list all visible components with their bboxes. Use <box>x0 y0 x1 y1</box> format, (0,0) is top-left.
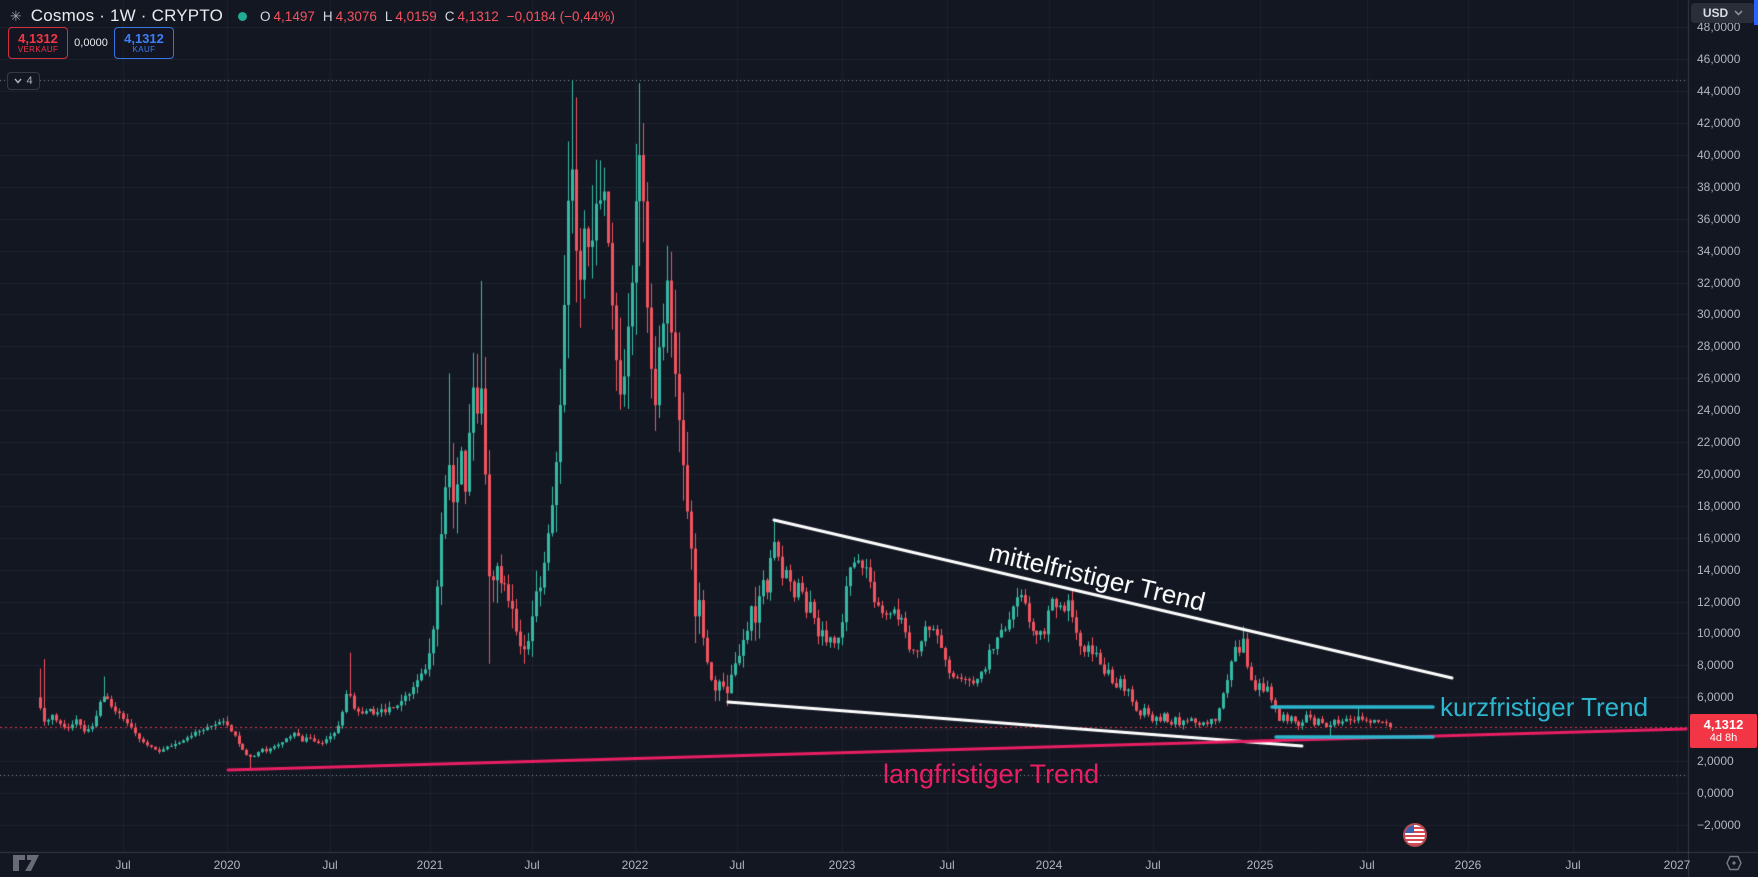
price-tick[interactable]: 20,0000 <box>1697 466 1741 481</box>
price-tick[interactable]: 8,0000 <box>1697 658 1734 673</box>
chevron-down-icon <box>1734 10 1743 16</box>
close-label: C <box>444 8 455 24</box>
time-tick[interactable]: Jul <box>1565 858 1581 872</box>
right-panel-edge[interactable] <box>1754 0 1758 25</box>
high-value: 4,3076 <box>335 8 377 24</box>
price-tick[interactable]: 12,0000 <box>1697 594 1741 609</box>
price-tick[interactable]: 14,0000 <box>1697 562 1741 577</box>
price-tick[interactable]: 16,0000 <box>1697 530 1741 545</box>
current-price-value: 4,1312 <box>1703 716 1744 732</box>
open-label: O <box>260 8 271 24</box>
cosmos-logo-icon: ✳ <box>10 7 22 24</box>
time-tick[interactable]: Jul <box>115 858 131 872</box>
time-tick[interactable]: 2021 <box>416 858 444 872</box>
annotation-short-trend[interactable]: kurzfristiger Trend <box>1440 692 1649 722</box>
price-tick[interactable]: 2,0000 <box>1697 754 1734 769</box>
price-tick[interactable]: 26,0000 <box>1697 371 1741 386</box>
high-label: H <box>322 8 333 24</box>
price-tick[interactable]: 30,0000 <box>1697 307 1741 322</box>
currency-label: USD <box>1702 6 1729 20</box>
sell-button[interactable]: 4,1312 VERKAUF <box>8 27 68 59</box>
time-tick[interactable]: 2024 <box>1035 858 1063 872</box>
symbol-title[interactable]: Cosmos · 1W · CRYPTO <box>30 6 224 25</box>
tradingview-logo[interactable] <box>12 853 42 873</box>
price-tick[interactable]: 28,0000 <box>1697 339 1741 354</box>
sell-price: 4,1312 <box>18 30 58 46</box>
price-tick[interactable]: 46,0000 <box>1697 52 1741 67</box>
buy-price: 4,1312 <box>124 30 164 46</box>
price-tick[interactable]: 36,0000 <box>1697 211 1741 226</box>
price-tick[interactable]: 42,0000 <box>1697 115 1741 130</box>
time-tick[interactable]: 2027 <box>1663 858 1691 872</box>
price-tick[interactable]: 6,0000 <box>1697 690 1734 705</box>
time-tick[interactable]: 2023 <box>828 858 856 872</box>
symbol-legend[interactable]: ✳ Cosmos · 1W · CRYPTO O 4,1497 H 4,3076… <box>10 5 615 27</box>
annotation-long-trend[interactable]: langfristiger Trend <box>883 759 1100 789</box>
axis-settings-icon[interactable] <box>1724 853 1744 873</box>
time-tick[interactable]: Jul <box>322 858 338 872</box>
trade-panel: 4,1312 VERKAUF 0,0000 4,1312 KAUF <box>8 27 174 59</box>
currency-dropdown[interactable]: USD <box>1691 3 1755 23</box>
sell-label: VERKAUF <box>17 44 59 54</box>
price-tick[interactable]: 22,0000 <box>1697 435 1741 450</box>
price-tick[interactable]: 48,0000 <box>1697 20 1741 35</box>
time-tick[interactable]: Jul <box>729 858 745 872</box>
chevron-down-icon <box>14 78 22 84</box>
market-status-icon[interactable] <box>238 11 248 21</box>
time-tick[interactable]: 2025 <box>1246 858 1274 872</box>
price-tick[interactable]: 44,0000 <box>1697 84 1741 99</box>
us-flag-event-icon[interactable] <box>1403 823 1427 847</box>
spread-value: 0,0000 <box>74 37 108 49</box>
time-tick[interactable]: Jul <box>1359 858 1375 872</box>
price-tick[interactable]: 18,0000 <box>1697 498 1741 513</box>
ohlc-values: O 4,1497 H 4,3076 L 4,0159 C 4,1312 −0,0… <box>260 9 615 24</box>
open-value: 4,1497 <box>273 8 315 24</box>
time-tick[interactable]: 2026 <box>1454 858 1482 872</box>
price-tick[interactable]: 32,0000 <box>1697 275 1741 290</box>
price-tick[interactable]: 10,0000 <box>1697 626 1741 641</box>
buy-button[interactable]: 4,1312 KAUF <box>114 27 174 59</box>
price-tick[interactable]: 34,0000 <box>1697 243 1741 258</box>
price-tick[interactable]: −2,0000 <box>1697 817 1741 832</box>
buy-label: KAUF <box>132 44 156 54</box>
price-tick[interactable]: 38,0000 <box>1697 179 1741 194</box>
time-tick[interactable]: 2020 <box>213 858 241 872</box>
time-tick[interactable]: Jul <box>1145 858 1161 872</box>
price-tick[interactable]: 40,0000 <box>1697 147 1741 162</box>
close-value: 4,1312 <box>457 8 499 24</box>
price-tick[interactable]: 0,0000 <box>1697 786 1734 800</box>
time-tick[interactable]: Jul <box>524 858 540 872</box>
collapsed-indicators-toggle[interactable]: 4 <box>7 72 40 90</box>
change-value: −0,0184 (−0,44%) <box>506 8 615 24</box>
time-tick[interactable]: 2022 <box>621 858 649 872</box>
price-tick[interactable]: 24,0000 <box>1697 403 1741 418</box>
bar-countdown: 4d 8h <box>1709 732 1738 745</box>
collapsed-indicators-count: 4 <box>26 75 33 87</box>
low-label: L <box>384 8 393 24</box>
time-tick[interactable]: Jul <box>939 858 955 872</box>
low-value: 4,0159 <box>395 8 437 24</box>
current-price-label: 4,1312 4d 8h <box>1690 714 1757 748</box>
